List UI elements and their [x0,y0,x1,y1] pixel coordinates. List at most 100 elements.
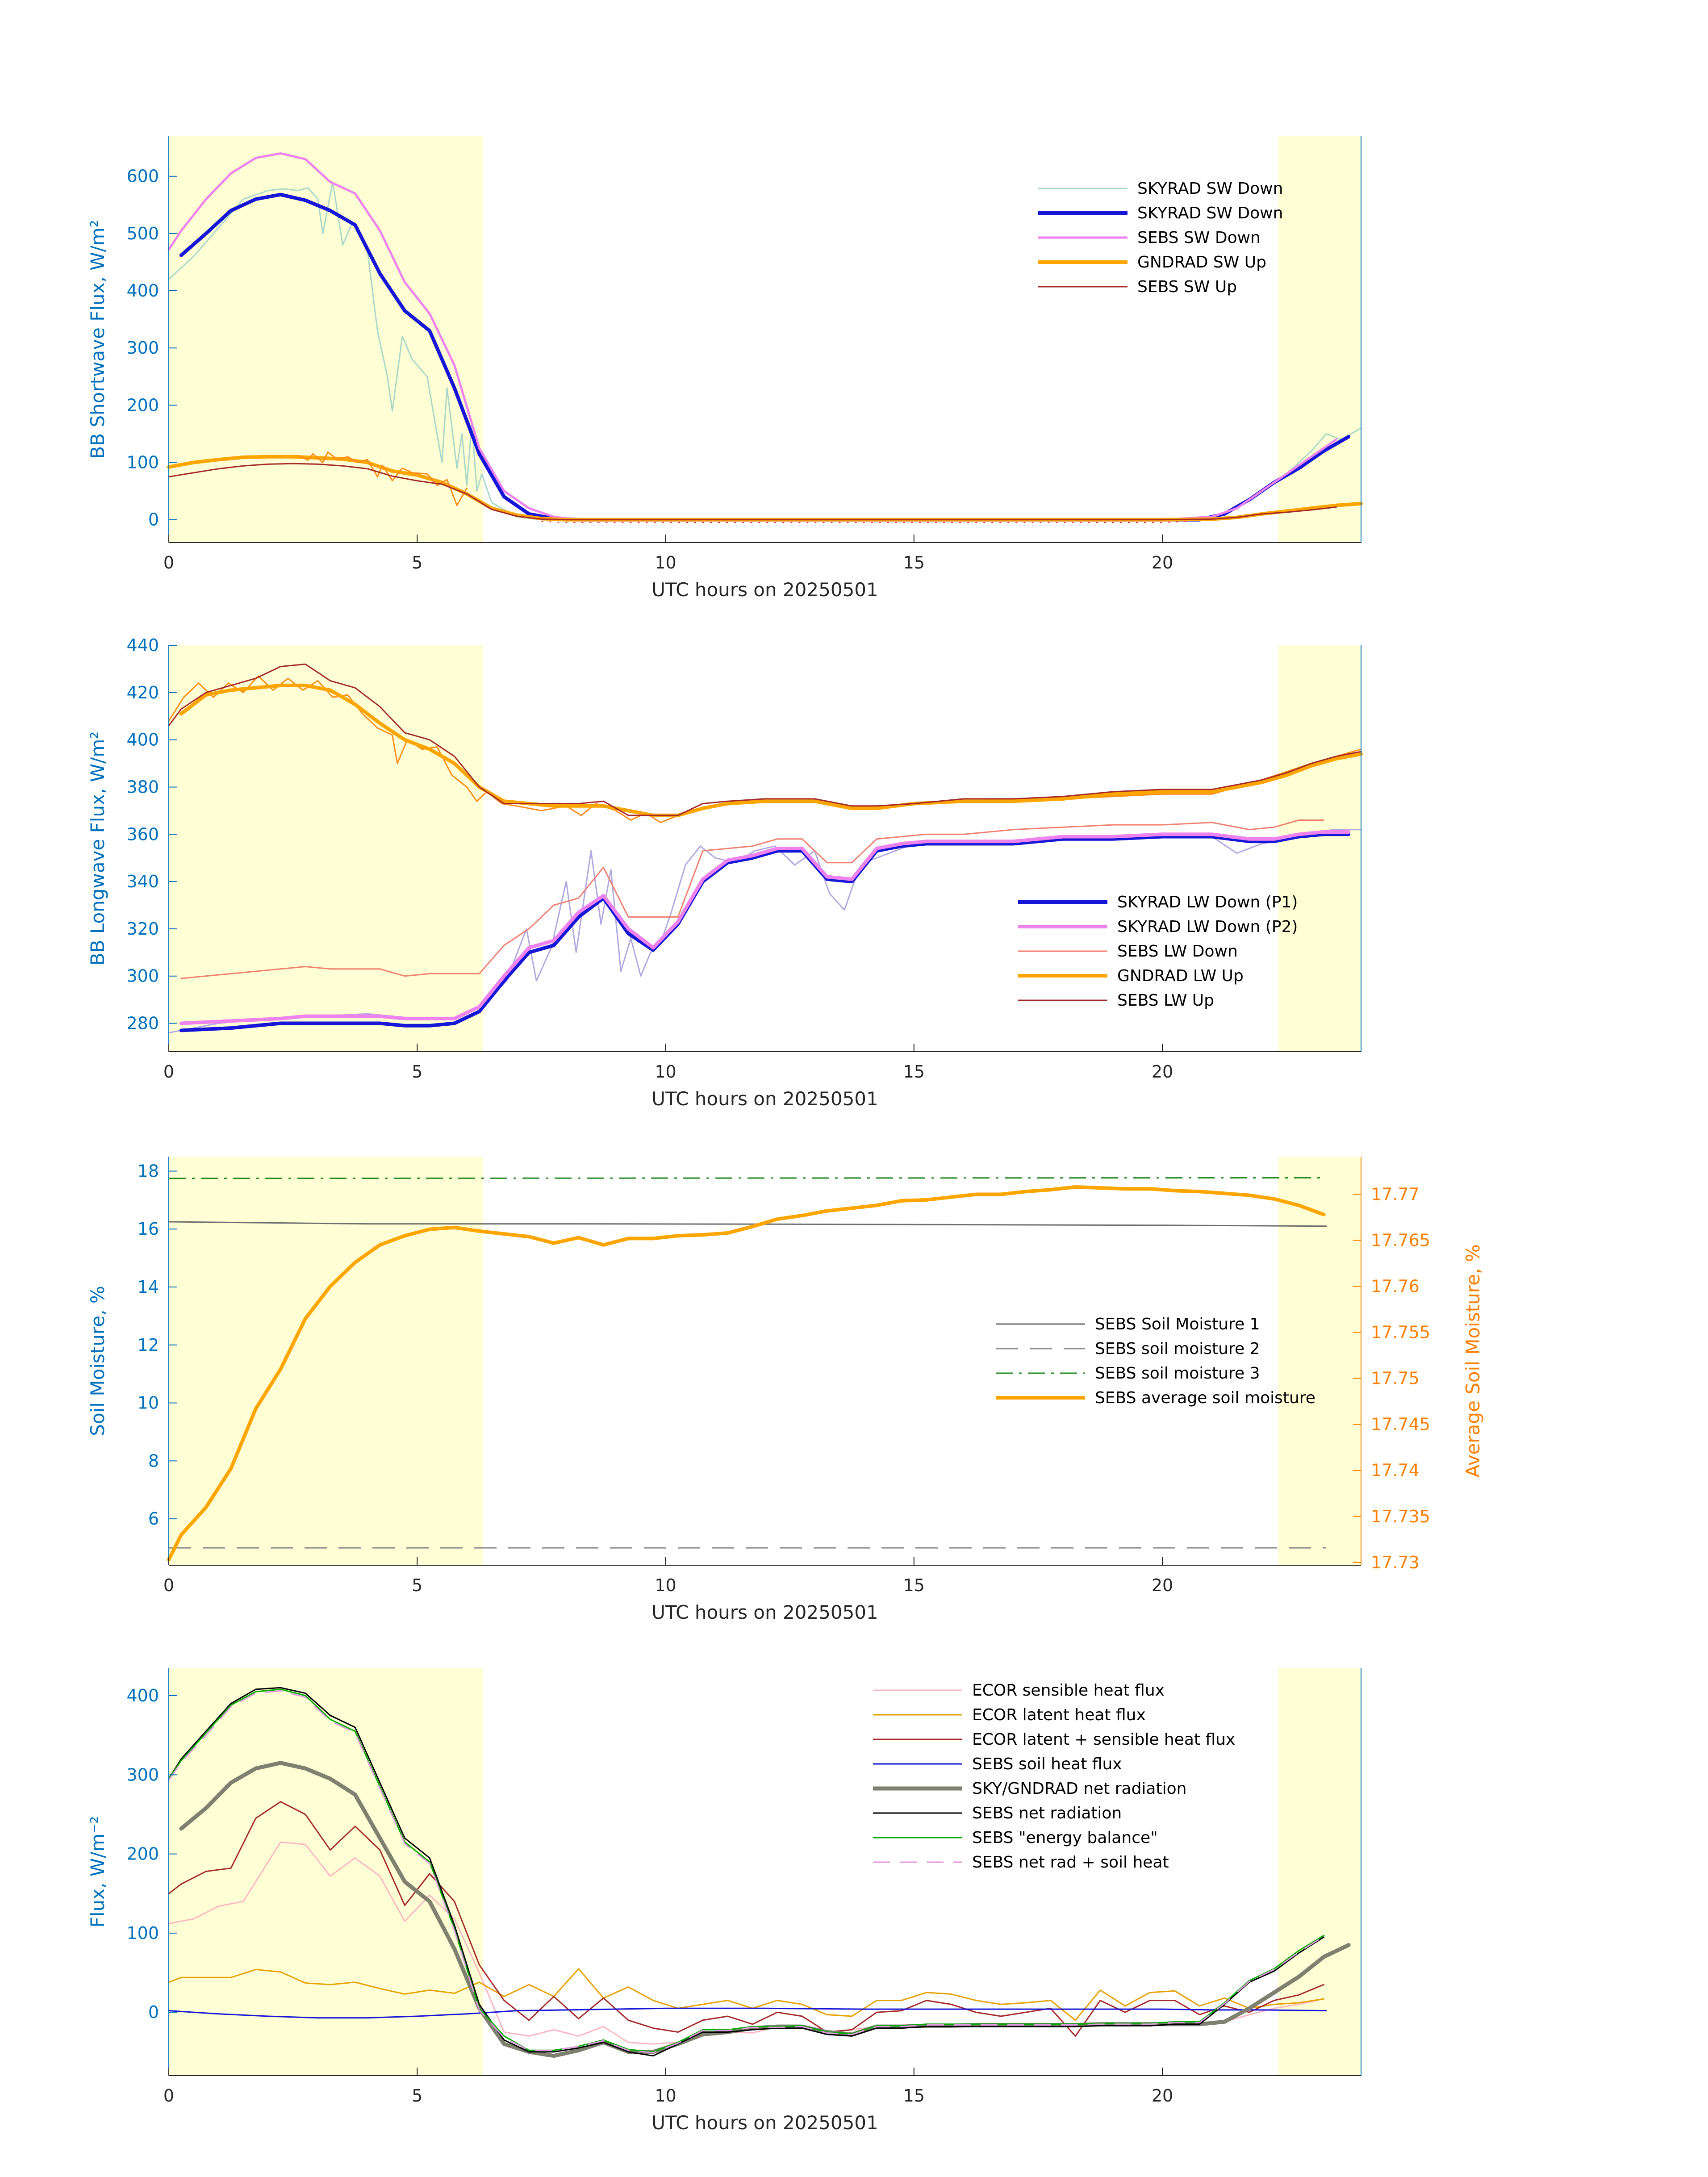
x-tick-label: 5 [412,553,422,572]
panel-3: 0 5 10 15 20 6 8 10 12 14 16 18 17.73 17.735 17.74 17.7… [87,1157,1484,1623]
legend-label: SEBS soil heat flux [972,1755,1122,1773]
y-tick-label: 14 [138,1277,159,1297]
series-line-6 [168,1687,1325,2057]
y-tick-label: 400 [126,1686,159,1705]
legend-label: ECOR sensible heat flux [972,1681,1165,1700]
series-group [168,663,1363,1034]
y-right-tick-label: 17.735 [1371,1507,1430,1526]
legend-label: SEBS average soil moisture [1095,1389,1315,1407]
legend: ECOR sensible heat flux ECOR latent heat … [873,1681,1235,1872]
series-line-5 [297,451,468,506]
y-tick-label: 500 [126,224,159,243]
x-tick-label: 0 [163,2086,174,2106]
y-tick-label: 6 [148,1509,159,1529]
x-tick-label: 20 [1152,1575,1173,1595]
night-shading-1 [169,136,484,543]
y-tick-label: 320 [126,919,159,939]
x-axis-label: UTC hours on 20250501 [651,579,878,601]
x-tick-label: 0 [163,1062,174,1082]
y-tick-label: 200 [126,395,159,415]
series-group [167,152,1363,523]
legend: SKYRAD LW Down (P1) SKYRAD LW Down (P2) SE… [1018,893,1298,1010]
y-axis-label: BB Shortwave Flux, W/m² [87,220,109,459]
legend-label: SEBS net rad + soil heat [972,1853,1169,1872]
x-tick-label: 10 [655,1575,676,1595]
legend-label: SKYRAD SW Down [1137,180,1283,198]
series-group [168,1687,1351,2058]
series-line-3 [167,152,1337,521]
y-tick-label: 10 [138,1393,159,1413]
x-tick-label: 0 [163,553,174,572]
y-right-tick-label: 17.76 [1371,1277,1420,1296]
series-line-4 [180,819,1325,979]
y-tick-label: 440 [126,635,159,655]
legend-label: SKYRAD LW Down (P2) [1117,918,1298,936]
x-tick-label: 10 [655,553,676,572]
y-tick-label: 12 [138,1335,159,1355]
legend-label: ECOR latent heat flux [972,1706,1146,1724]
y-right-tick-label: 17.74 [1371,1461,1420,1480]
y-tick-label: 340 [126,872,159,891]
y-tick-label: 8 [148,1451,159,1471]
x-tick-label: 5 [412,1062,422,1082]
y-tick-label: 100 [126,1923,159,1943]
legend-label: SEBS SW Down [1137,229,1261,247]
panel-2: 0 5 10 15 20 280 300 320 340 360 380 400 420 440 UTC h… [87,635,1363,1110]
series-line-6 [168,463,1337,521]
x-tick-label: 5 [412,1575,422,1595]
legend-label: SEBS soil moisture 3 [1095,1364,1260,1383]
legend: SEBS Soil Moisture 1 SEBS soil moisture 2… [996,1315,1315,1407]
legend-label: SEBS Soil Moisture 1 [1095,1315,1260,1333]
y-axis-label: Flux, W/m⁻² [87,1816,109,1928]
y-tick-label: 200 [126,1844,159,1864]
y-tick-label: 300 [126,338,159,358]
legend-label: SEBS "energy balance" [972,1829,1158,1847]
y-tick-label: 16 [138,1219,159,1239]
x-tick-label: 20 [1152,1062,1173,1082]
x-tick-label: 5 [412,2086,422,2106]
x-tick-label: 15 [903,553,925,572]
x-tick-label: 20 [1152,2086,1173,2106]
y-tick-label: 0 [148,510,159,530]
series-line-3 [179,830,1351,1025]
x-tick-label: 15 [903,1575,925,1595]
y-tick-label: 300 [126,1765,159,1784]
y-tick-label: 400 [126,730,159,750]
x-axis-label: UTC hours on 20250501 [651,1601,878,1623]
x-axis-label: UTC hours on 20250501 [651,1088,878,1110]
y-axis-label: Soil Moisture, % [87,1286,109,1436]
y-tick-label: 600 [126,167,159,186]
series-line-4 [167,1185,1326,1562]
y-tick-label: 18 [138,1161,159,1181]
series-line-7 [168,1688,1325,2053]
legend-label: GNDRAD SW Up [1137,253,1266,272]
y-tick-label: 420 [126,683,159,702]
series-line-7 [168,663,1362,816]
legend-label: SKYRAD SW Down [1137,204,1283,222]
series-line-8 [168,1690,1324,2054]
night-shading-1 [169,645,484,1052]
x-axis-label: UTC hours on 20250501 [651,2112,878,2134]
y-right-tick-label: 17.745 [1371,1415,1430,1434]
series-line-4 [168,2007,1327,2019]
x-tick-label: 15 [903,1062,925,1082]
legend-label: GNDRAD LW Up [1117,967,1244,985]
y-axis-label: BB Longwave Flux, W/m² [87,731,109,965]
series-group [167,1177,1327,1562]
y-tick-label: 400 [126,281,159,301]
legend-label: SEBS SW Up [1137,278,1237,296]
legend-label: SKY/GNDRAD net radiation [972,1780,1186,1798]
legend: SKYRAD SW Down SKYRAD SW Down SEBS SW Down… [1038,180,1283,296]
x-tick-label: 15 [903,2086,925,2106]
y-tick-label: 100 [126,453,159,472]
y-right-tick-label: 17.73 [1371,1553,1420,1572]
series-line-2 [168,1968,1325,2021]
night-shading-2 [1278,1668,1361,2076]
x-tick-label: 20 [1152,553,1173,572]
x-tick-label: 0 [163,1575,174,1595]
x-tick-label: 10 [655,1062,676,1082]
night-shading-2 [1278,645,1361,1052]
